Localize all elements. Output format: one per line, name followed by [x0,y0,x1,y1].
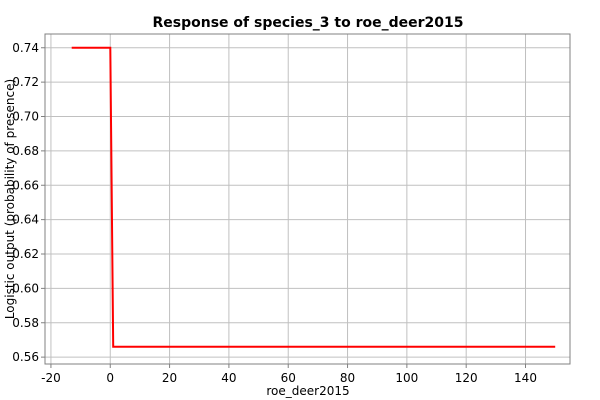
x-tick-label: 60 [281,371,296,385]
series-line [71,46,556,348]
y-tick-label: 0.68 [12,144,39,158]
x-tick-label: 120 [455,371,478,385]
y-axis-label: Logistic output (probability of presence… [3,79,17,319]
x-tick-label: 140 [514,371,537,385]
y-tick-label: 0.70 [12,110,39,124]
x-tick-label: 100 [395,371,418,385]
x-tick-label: 20 [162,371,177,385]
y-tick-label: 0.64 [12,213,39,227]
y-axis: 0.56 0.58 0.60 0.62 0.64 0.66 0.68 0.70 0.72 0.74 [12,41,45,364]
y-tick-label: 0.66 [12,178,39,192]
x-tick-label: -20 [41,371,61,385]
y-tick-label: 0.56 [12,350,39,364]
x-axis-label: roe_deer2015 [266,384,349,398]
y-tick-label: 0.62 [12,247,39,261]
grid [45,34,570,364]
chart-title: Response of species_3 to roe_deer2015 [153,15,464,31]
x-tick-label: 0 [106,371,114,385]
series-layer [71,46,556,348]
y-tick-label: 0.58 [12,316,39,330]
plot-frame [44,33,571,365]
y-tick-label: 0.60 [12,281,39,295]
y-tick-label: 0.72 [12,75,39,89]
x-tick-label: 40 [221,371,236,385]
x-axis: -20 0 20 40 60 80 100 120 140 [41,364,537,385]
x-tick-label: 80 [340,371,355,385]
y-tick-label: 0.74 [12,41,39,55]
